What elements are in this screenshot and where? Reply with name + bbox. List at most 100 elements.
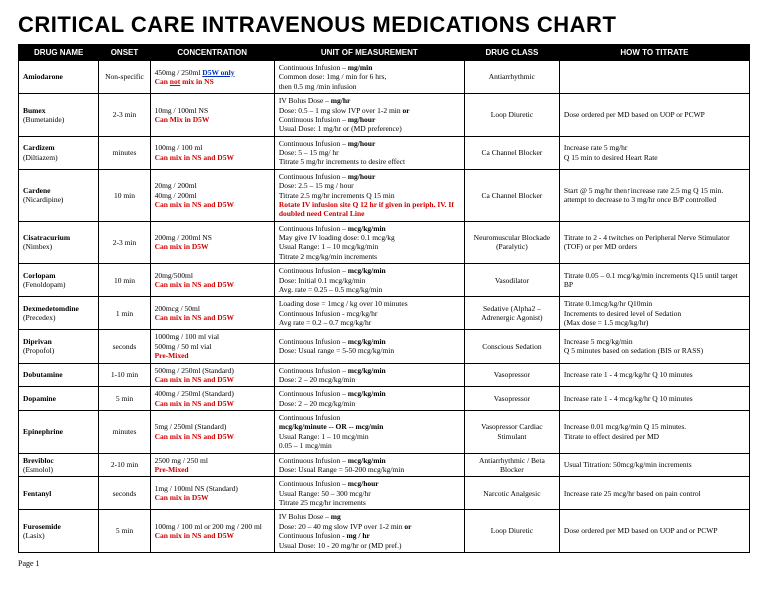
cell-drug-name: Dopamine (19, 387, 99, 411)
cell-titrate: Increase rate 25 mcg/hr based on pain co… (559, 477, 749, 510)
col-drug-name: DRUG NAME (19, 45, 99, 61)
medications-table: DRUG NAME ONSET CONCENTRATION UNIT OF ME… (18, 44, 750, 553)
cell-class: Neuromuscular Blockade (Paralytic) (464, 221, 559, 264)
col-class: DRUG CLASS (464, 45, 559, 61)
cell-conc: 450mg / 250ml D5W onlyCan not mix in NS (150, 61, 274, 94)
cell-conc: 1000mg / 100 ml vial500mg / 50 ml vialPr… (150, 330, 274, 363)
cell-drug-name: Dobutamine (19, 363, 99, 387)
cell-class: Vasodilator (464, 264, 559, 297)
cell-conc: 100mg / 100 mlCan mix in NS and D5W (150, 136, 274, 169)
cell-class: Antiarrhythmic (464, 61, 559, 94)
cell-class: Vasopressor (464, 363, 559, 387)
cell-onset: seconds (99, 330, 150, 363)
cell-titrate: Usual Titration: 50mcg/kg/min increments (559, 453, 749, 477)
cell-unit: IV Bolus Dose – mgDose: 20 – 40 mg slow … (274, 510, 464, 553)
cell-unit: Continuous Infusion – mcg/hourUsual Rang… (274, 477, 464, 510)
cell-onset: Non-specific (99, 61, 150, 94)
cell-titrate: Increase rate 5 mg/hrQ 15 min to desired… (559, 136, 749, 169)
table-row: AmiodaroneNon-specific450mg / 250ml D5W … (19, 61, 750, 94)
table-row: Fentanylseconds1mg / 100ml NS (Standard)… (19, 477, 750, 510)
cell-onset: 1 min (99, 297, 150, 330)
cell-unit: Continuous Infusion – mcg/kg/minDose: 2 … (274, 363, 464, 387)
cell-titrate: Increase rate 1 - 4 mcg/kg/hr Q 10 minut… (559, 363, 749, 387)
cell-titrate: Dose ordered per MD based on UOP and or … (559, 510, 749, 553)
table-row: Cardizem(Diltiazem)minutes100mg / 100 ml… (19, 136, 750, 169)
cell-class: Loop Diuretic (464, 510, 559, 553)
cell-class: Vasopressor Cardiac Stimulant (464, 411, 559, 454)
table-row: Epinephrineminutes5mg / 250ml (Standard)… (19, 411, 750, 454)
cell-titrate: Titrate 0.1mcg/kg/hr Q10minIncrements to… (559, 297, 749, 330)
cell-drug-name: Epinephrine (19, 411, 99, 454)
table-row: Diprivan(Propofol)seconds1000mg / 100 ml… (19, 330, 750, 363)
cell-onset: minutes (99, 411, 150, 454)
col-unit: UNIT OF MEASUREMENT (274, 45, 464, 61)
table-row: Corlopam(Fenoldopam)10 min20mg/500mlCan … (19, 264, 750, 297)
cell-conc: 500mg / 250ml (Standard)Can mix in NS an… (150, 363, 274, 387)
col-onset: ONSET (99, 45, 150, 61)
cell-unit: Continuous Infusionmcg/kg/minute -- OR -… (274, 411, 464, 454)
cell-drug-name: Diprivan(Propofol) (19, 330, 99, 363)
table-row: Furosemide(Lasix)5 min100mg / 100 ml or … (19, 510, 750, 553)
cell-onset: 5 min (99, 387, 150, 411)
cell-unit: Continuous Infusion – mg/minCommon dose:… (274, 61, 464, 94)
cell-conc: 100mg / 100 ml or 200 mg / 200 mlCan mix… (150, 510, 274, 553)
cell-unit: Continuous Infusion – mg/hourDose: 5 – 1… (274, 136, 464, 169)
cell-drug-name: Furosemide(Lasix) (19, 510, 99, 553)
cell-onset: 2-3 min (99, 221, 150, 264)
table-header-row: DRUG NAME ONSET CONCENTRATION UNIT OF ME… (19, 45, 750, 61)
cell-class: Conscious Sedation (464, 330, 559, 363)
col-conc: CONCENTRATION (150, 45, 274, 61)
cell-drug-name: Brevibloc(Esmolol) (19, 453, 99, 477)
cell-conc: 20mg / 200ml40mg / 200mlCan mix in NS an… (150, 169, 274, 221)
table-row: Dobutamine1-10 min500mg / 250ml (Standar… (19, 363, 750, 387)
page-title: CRITICAL CARE INTRAVENOUS MEDICATIONS CH… (18, 12, 750, 38)
cell-onset: 2-10 min (99, 453, 150, 477)
table-row: Cardene(Nicardipine)10 min20mg / 200ml40… (19, 169, 750, 221)
cell-class: Ca Channel Blocker (464, 136, 559, 169)
cell-conc: 200mg / 200ml NSCan mix in D5W (150, 221, 274, 264)
cell-class: Vasopressor (464, 387, 559, 411)
col-titrate: HOW TO TITRATE (559, 45, 749, 61)
cell-conc: 2500 mg / 250 mlPre-Mixed (150, 453, 274, 477)
page-footer: Page 1 (18, 559, 750, 568)
cell-drug-name: Cardizem(Diltiazem) (19, 136, 99, 169)
cell-unit: IV Bolus Dose – mg/hrDose: 0.5 – 1 mg sl… (274, 94, 464, 137)
cell-conc: 20mg/500mlCan mix in NS and D5W (150, 264, 274, 297)
cell-conc: 5mg / 250ml (Standard)Can mix in NS and … (150, 411, 274, 454)
cell-titrate: Increase 0.01 mcg/kg/min Q 15 minutes.Ti… (559, 411, 749, 454)
cell-onset: seconds (99, 477, 150, 510)
cell-onset: 10 min (99, 264, 150, 297)
cell-titrate: Increase 5 mcg/kg/minQ 5 minutes based o… (559, 330, 749, 363)
cell-unit: Continuous Infusion – mcg/kg/minDose: 2 … (274, 387, 464, 411)
table-row: Dexmedetomdine(Precedex)1 min200mcg / 50… (19, 297, 750, 330)
cell-onset: 5 min (99, 510, 150, 553)
cell-onset: 1-10 min (99, 363, 150, 387)
cell-drug-name: Cardene(Nicardipine) (19, 169, 99, 221)
cell-class: Sedative (Alpha2 – Adrenergic Agonist) (464, 297, 559, 330)
table-row: Brevibloc(Esmolol)2-10 min2500 mg / 250 … (19, 453, 750, 477)
cell-drug-name: Amiodarone (19, 61, 99, 94)
cell-conc: 200mcg / 50mlCan mix in NS and D5W (150, 297, 274, 330)
cell-titrate (559, 61, 749, 94)
cell-unit: Continuous Infusion – mcg/kg/minDose: Us… (274, 453, 464, 477)
cell-unit: Continuous Infusion – mcg/kg/minMay give… (274, 221, 464, 264)
cell-drug-name: Dexmedetomdine(Precedex) (19, 297, 99, 330)
cell-drug-name: Corlopam(Fenoldopam) (19, 264, 99, 297)
cell-drug-name: Cisatracurium(Nimbex) (19, 221, 99, 264)
cell-conc: 1mg / 100ml NS (Standard)Can mix in D5W (150, 477, 274, 510)
cell-class: Ca Channel Blocker (464, 169, 559, 221)
cell-onset: 10 min (99, 169, 150, 221)
cell-class: Antiarrhythmic / Beta Blocker (464, 453, 559, 477)
cell-drug-name: Bumex(Bumetanide) (19, 94, 99, 137)
cell-drug-name: Fentanyl (19, 477, 99, 510)
cell-titrate: Dose ordered per MD based on UOP or PCWP (559, 94, 749, 137)
cell-unit: Continuous Infusion – mg/hourDose: 2.5 –… (274, 169, 464, 221)
cell-class: Narcotic Analgesic (464, 477, 559, 510)
cell-titrate: Increase rate 1 - 4 mcg/kg/hr Q 10 minut… (559, 387, 749, 411)
cell-conc: 400mg / 250ml (Standard)Can mix in NS an… (150, 387, 274, 411)
table-row: Dopamine5 min400mg / 250ml (Standard)Can… (19, 387, 750, 411)
cell-conc: 10mg / 100ml NSCan Mix in D5W (150, 94, 274, 137)
cell-unit: Continuous Infusion – mcg/kg/minDose: Us… (274, 330, 464, 363)
cell-titrate: Titrate to 2 - 4 twitches on Peripheral … (559, 221, 749, 264)
cell-titrate: Titrate 0.05 – 0.1 mcg/kg/min increments… (559, 264, 749, 297)
